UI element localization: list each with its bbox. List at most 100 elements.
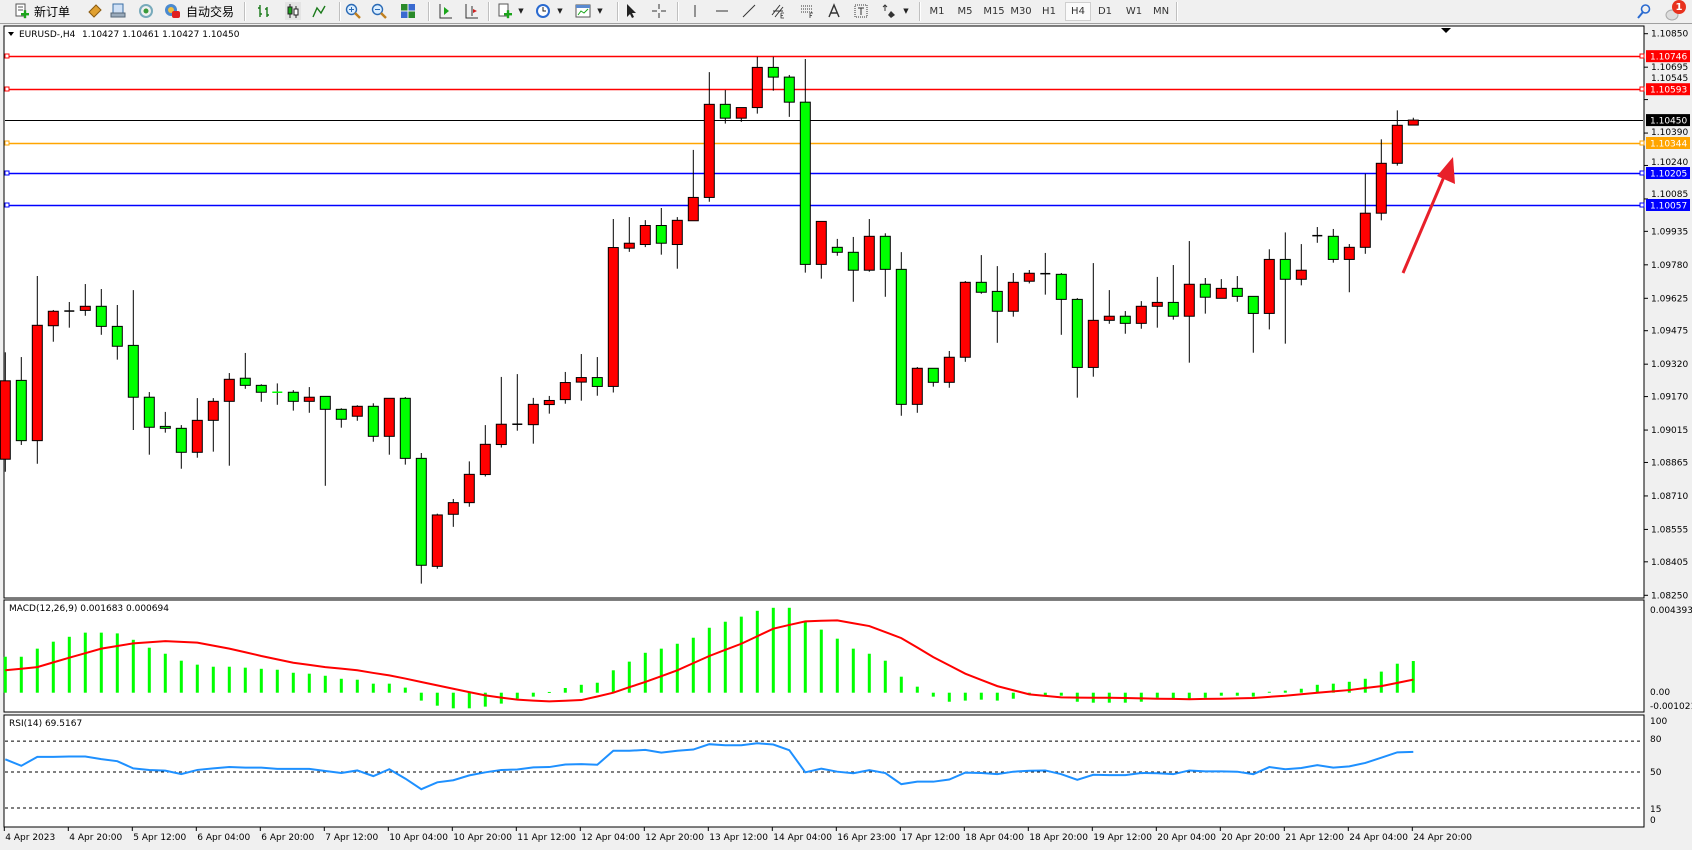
horizontal-lines (4, 53, 1645, 208)
timeframe-m15-button[interactable]: M15 (983, 6, 1005, 17)
indicators-dropdown-icon[interactable]: ▼ (518, 7, 524, 15)
price-axis-label: 1.10545 (1651, 74, 1688, 84)
candle-body (911, 367, 923, 405)
macd-histogram-bar (1011, 692, 1015, 699)
rsi-panel[interactable] (3, 714, 1645, 828)
new-order-button[interactable]: 新订单 (33, 4, 70, 19)
symbol-label: EURUSD-,H4 (19, 30, 76, 40)
arrows-icon[interactable] (881, 2, 897, 20)
timeframe-d1-button[interactable]: D1 (1097, 6, 1113, 17)
candle (703, 72, 715, 202)
price-axis-label: 1.09625 (1651, 294, 1688, 304)
candles (0, 56, 1419, 584)
macd-histogram-bar (1299, 688, 1303, 693)
crosshair-icon[interactable] (651, 2, 667, 20)
candle-body (847, 251, 859, 271)
candle-body (815, 220, 827, 265)
price-axis-label: 1.10240 (1651, 158, 1688, 168)
macd-histogram-bar (291, 672, 295, 693)
timeframe-m30-button[interactable]: M30 (1010, 6, 1032, 17)
templates-icon[interactable] (575, 2, 591, 20)
macd-histogram-bar (67, 636, 71, 693)
candle-body (1087, 319, 1099, 368)
macd-panel[interactable] (3, 599, 1645, 713)
price-axis-label: 1.09170 (1651, 393, 1688, 403)
data-window-icon[interactable] (110, 2, 126, 20)
auto-scroll-icon[interactable] (437, 2, 453, 20)
timeframe-m1-button[interactable]: M1 (929, 6, 945, 17)
price-axis-label: 1.09475 (1651, 327, 1688, 337)
bar-chart-icon[interactable] (256, 2, 272, 20)
collapse-triangle-icon[interactable] (8, 32, 14, 36)
macd-histogram-bar (1219, 692, 1223, 696)
ohlc-label: 1.10427 1.10461 1.10427 1.10450 (82, 30, 240, 40)
candle (1183, 241, 1195, 363)
notification-badge[interactable]: 1 (1672, 0, 1686, 14)
trendline-icon[interactable] (741, 2, 757, 20)
indicators-icon[interactable] (497, 2, 513, 20)
horizontal-line-icon[interactable] (714, 2, 730, 20)
cursor-icon[interactable] (623, 2, 639, 20)
zoom-out-icon[interactable] (371, 2, 387, 20)
candle-body (207, 400, 219, 421)
equidistant-channel-icon[interactable] (770, 2, 786, 20)
candle (335, 408, 347, 428)
market-watch-icon[interactable] (87, 2, 103, 20)
rsi-label: RSI(14) 69.5167 (9, 719, 82, 729)
periods-dropdown-icon[interactable]: ▼ (557, 7, 563, 15)
zoom-in-icon[interactable] (345, 2, 361, 20)
candle-body (1183, 283, 1195, 317)
candle (687, 149, 699, 222)
candle-body (1103, 315, 1115, 321)
candle-body (767, 66, 779, 78)
timeframe-h1-button[interactable]: H1 (1042, 6, 1056, 17)
line-chart-icon[interactable] (311, 2, 327, 20)
templates-dropdown-icon[interactable]: ▼ (597, 7, 603, 15)
toolbar-separator (1176, 2, 1178, 21)
auto-trading-button[interactable]: 自动交易 (185, 4, 234, 19)
macd-histogram-bar (515, 692, 519, 699)
rsi-axis-50: 50 (1650, 768, 1662, 778)
candle-body (1359, 212, 1371, 248)
line-handle-left-icon (4, 140, 10, 146)
candle (287, 390, 299, 411)
chart-shift-marker-icon[interactable] (1441, 28, 1451, 33)
new-order-icon[interactable] (14, 2, 30, 20)
chart-shift-icon[interactable] (463, 2, 479, 20)
tile-windows-icon[interactable] (400, 2, 416, 20)
text-icon[interactable] (826, 2, 842, 20)
price-axis-label: 1.09015 (1651, 426, 1688, 436)
signals-icon[interactable] (138, 2, 154, 20)
candlestick-chart-icon[interactable] (285, 2, 301, 20)
timeframe-w1-button[interactable]: W1 (1125, 6, 1143, 17)
line-handle-left-icon (4, 86, 10, 92)
fibonacci-icon[interactable] (799, 2, 815, 20)
macd-histogram-bar (163, 653, 167, 693)
macd-histogram-bar (867, 653, 871, 693)
vertical-line-icon[interactable] (687, 2, 703, 20)
time-axis-label: 12 Apr 20:00 (645, 833, 704, 843)
candle-body (991, 290, 1003, 312)
timeframe-mn-button[interactable]: MN (1152, 6, 1170, 17)
macd-histogram-bar (51, 641, 55, 693)
annotation-arrow[interactable] (1401, 157, 1455, 274)
auto-trading-icon[interactable] (163, 2, 181, 20)
periods-clock-icon[interactable] (535, 2, 551, 20)
macd-histogram-bar (1363, 678, 1367, 693)
price-panel[interactable] (3, 25, 1645, 599)
candle (31, 276, 43, 464)
arrows-dropdown-icon[interactable]: ▼ (903, 7, 909, 15)
candle (159, 411, 171, 433)
macd-histogram-bar (275, 669, 279, 693)
candle (1199, 277, 1211, 314)
text-label-icon[interactable] (853, 2, 869, 20)
timeframe-m5-button[interactable]: M5 (957, 6, 973, 17)
time-axis-label: 18 Apr 04:00 (965, 833, 1024, 843)
line-handle-right-icon (1639, 53, 1645, 59)
search-icon[interactable] (1636, 2, 1652, 20)
candle-body (31, 324, 43, 442)
price-tag (1646, 50, 1690, 63)
timeframe-h4-button[interactable]: H4 (1065, 2, 1091, 21)
candle (383, 397, 395, 455)
